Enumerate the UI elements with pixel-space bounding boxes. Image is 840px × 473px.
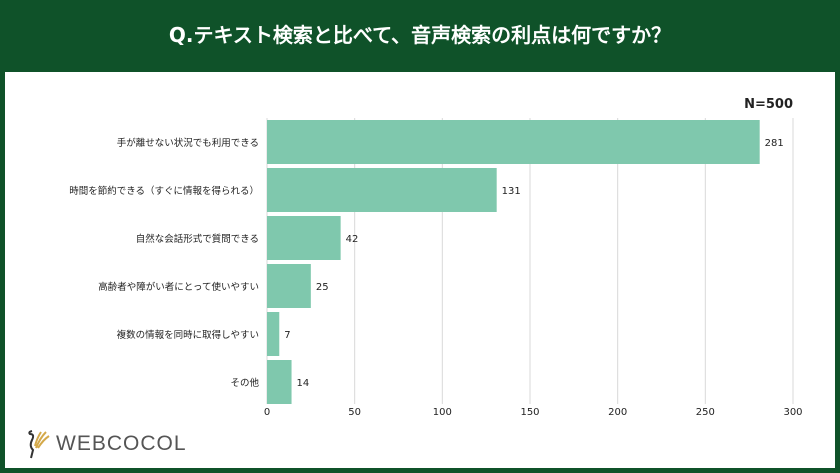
bar bbox=[267, 360, 292, 404]
bar bbox=[267, 216, 341, 260]
category-label: その他 bbox=[230, 377, 259, 389]
value-label: 25 bbox=[316, 282, 329, 293]
bar bbox=[267, 168, 497, 212]
logo-text: WEBCOCOL bbox=[56, 432, 187, 455]
sample-size-label: N=500 bbox=[744, 97, 793, 112]
value-label: 7 bbox=[284, 330, 290, 341]
x-tick-label: 50 bbox=[348, 407, 361, 418]
webcocol-logo: WEBCOCOL bbox=[26, 428, 187, 460]
bar bbox=[267, 312, 280, 356]
x-tick-label: 100 bbox=[433, 407, 452, 418]
chart-title: Q.テキスト検索と比べて、音声検索の利点は何ですか？ bbox=[168, 23, 672, 47]
x-tick-label: 300 bbox=[783, 407, 802, 418]
category-label: 手が離せない状況でも利用できる bbox=[117, 137, 259, 149]
bar bbox=[267, 120, 760, 164]
x-tick-label: 150 bbox=[520, 407, 539, 418]
value-label: 14 bbox=[297, 378, 310, 389]
bar bbox=[267, 264, 311, 308]
value-label: 281 bbox=[765, 138, 784, 149]
category-label: 複数の情報を同時に取得しやすい bbox=[117, 329, 259, 341]
x-tick-label: 250 bbox=[696, 407, 715, 418]
value-label: 42 bbox=[346, 234, 359, 245]
x-tick-label: 200 bbox=[608, 407, 627, 418]
category-label: 自然な会話形式で質問できる bbox=[136, 233, 259, 245]
category-label: 高齢者や障がい者にとって使いやすい bbox=[98, 281, 259, 293]
value-label: 131 bbox=[502, 186, 521, 197]
category-label: 時間を節約できる（すぐに情報を得られる） bbox=[69, 185, 259, 197]
bird-logo-icon bbox=[28, 430, 50, 459]
x-tick-label: 0 bbox=[264, 407, 270, 418]
